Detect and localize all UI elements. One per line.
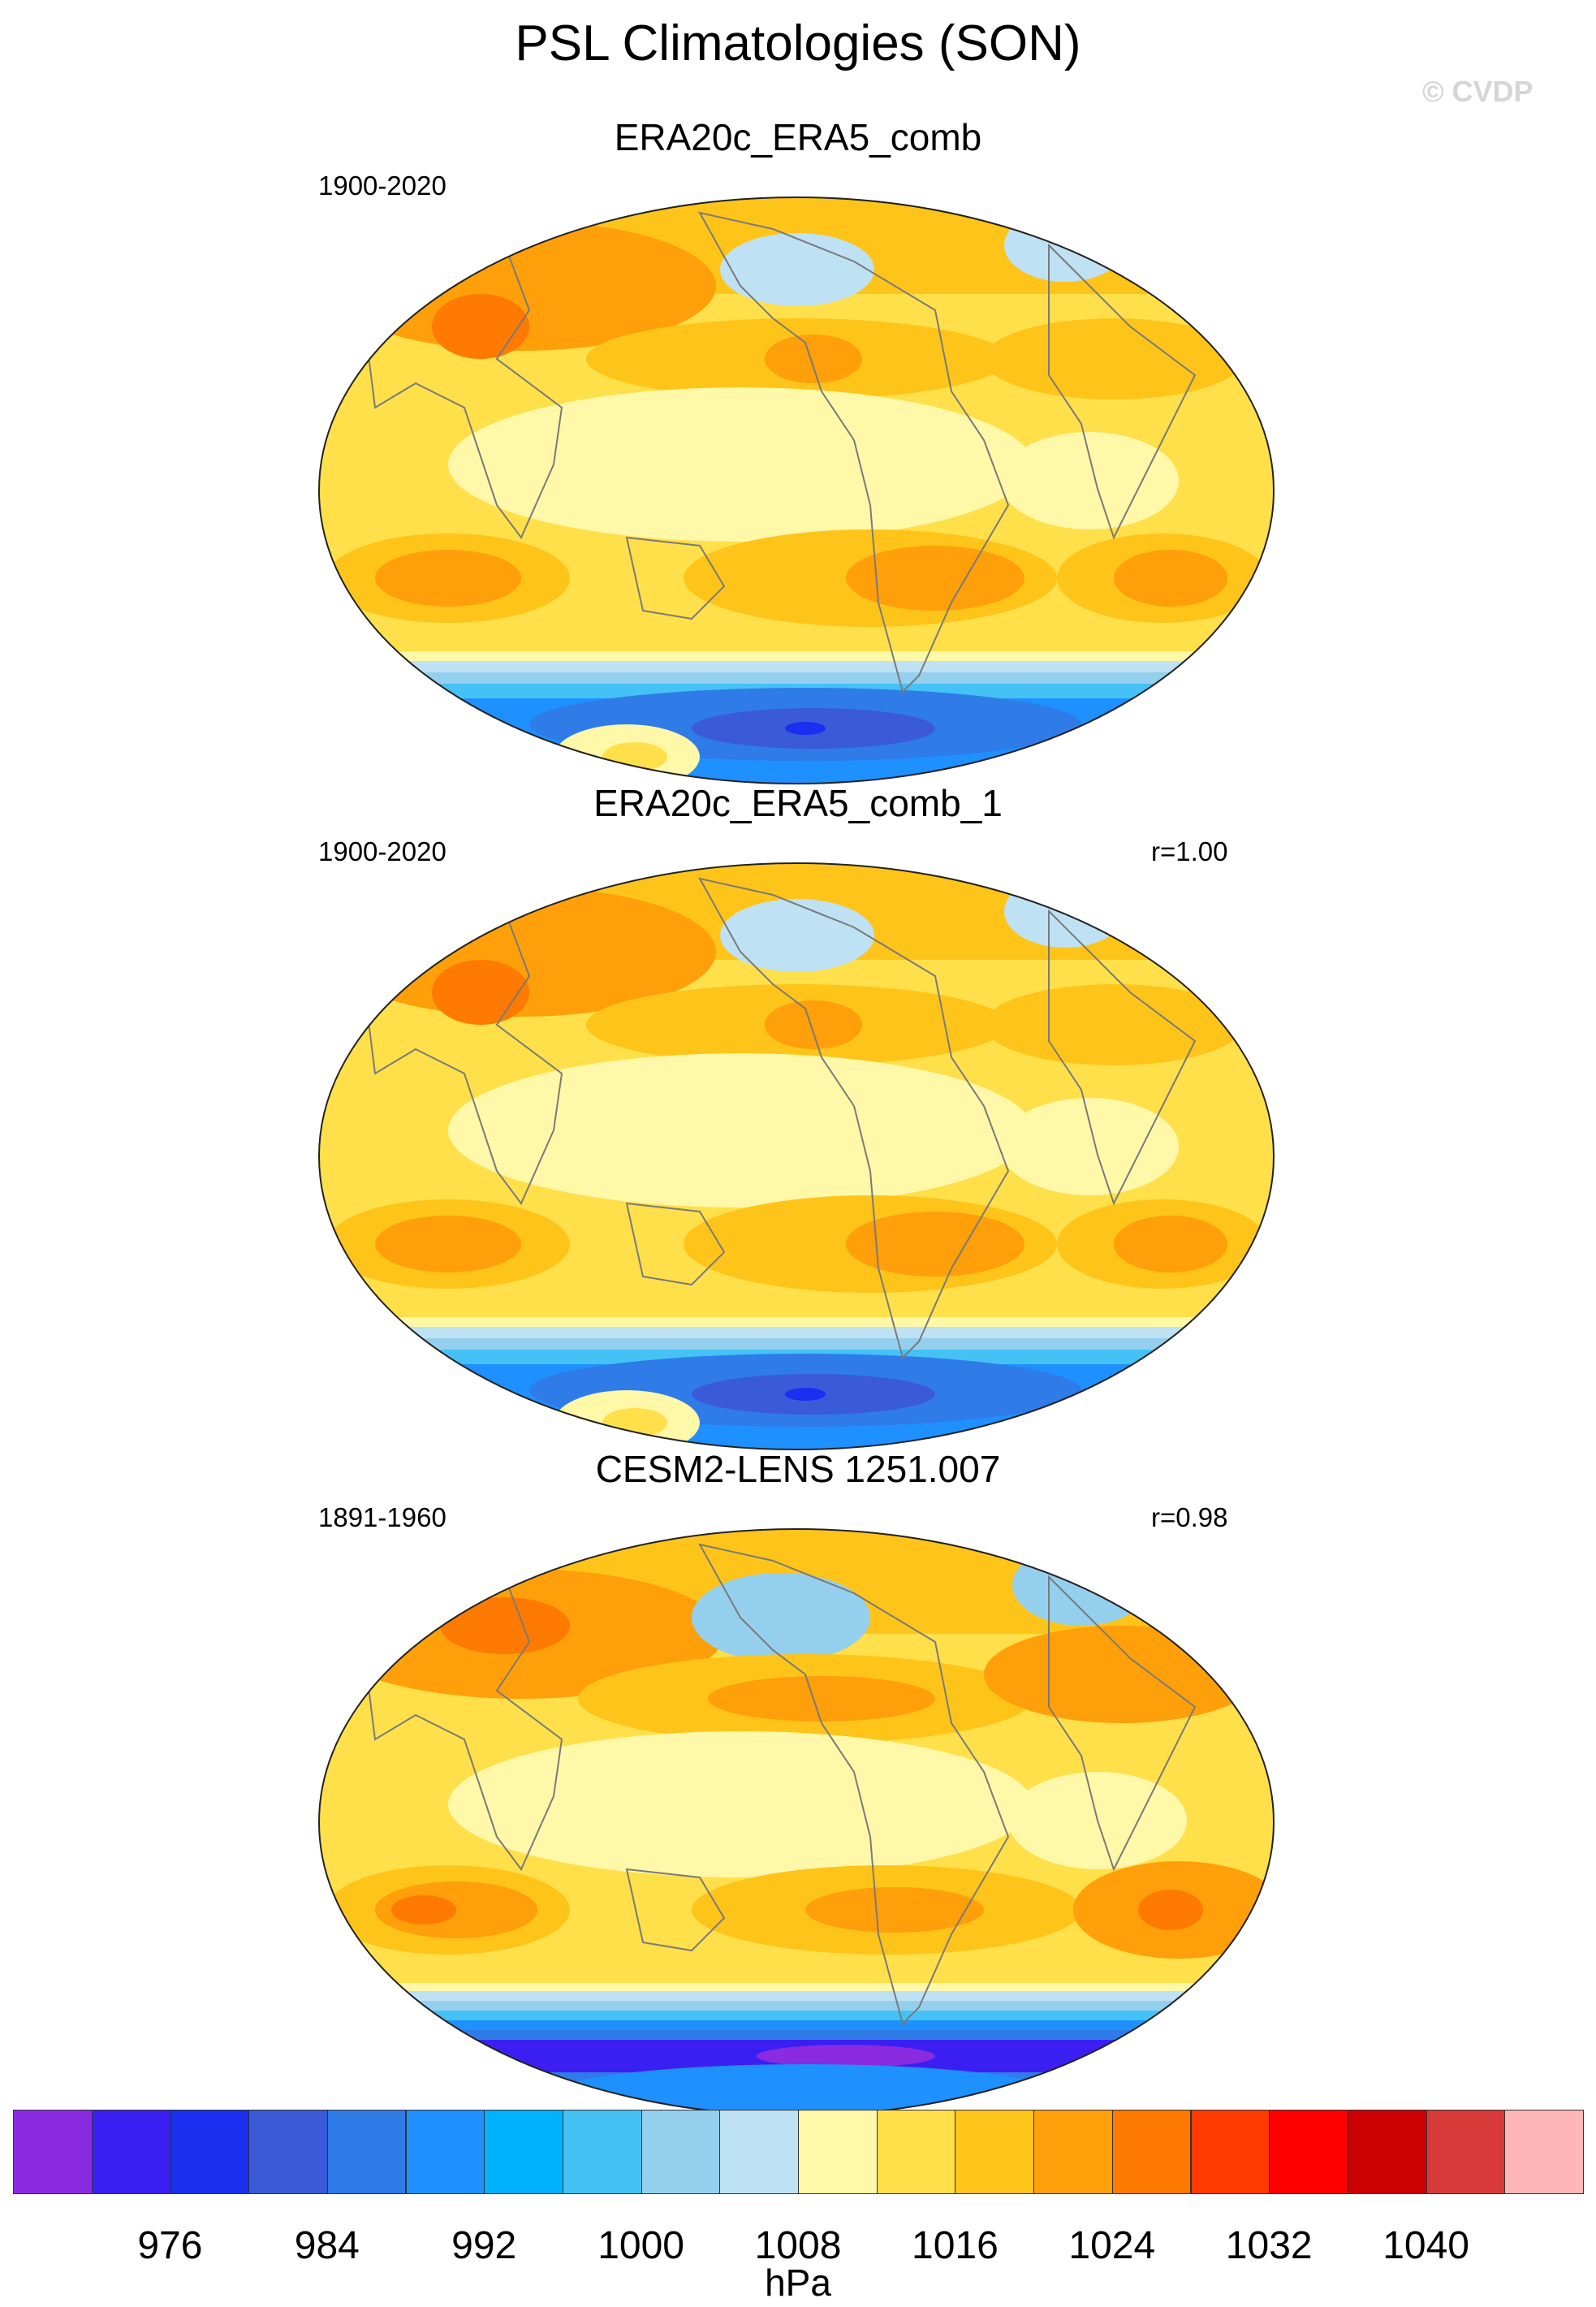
colorbar-tick-label: 976: [137, 2224, 203, 2267]
figure-title: PSL Climatologies (SON): [515, 15, 1081, 71]
colorbar-swatch: [484, 2110, 563, 2194]
colorbar-tick-label: 1000: [597, 2224, 684, 2267]
cvdp-watermark: © CVDP: [1422, 75, 1533, 108]
psl-world-map: [318, 862, 1275, 1450]
colorbar-swatch: [641, 2110, 721, 2194]
colorbar-swatch: [1033, 2110, 1113, 2194]
colorbar-tick-label: 984: [294, 2224, 360, 2267]
psl-world-map: [318, 1528, 1275, 2116]
colorbar-swatch: [170, 2110, 250, 2194]
colorbar-tick-label: 992: [451, 2224, 517, 2267]
colorbar-swatch: [798, 2110, 878, 2194]
colorbar-swatch: [1504, 2110, 1584, 2194]
panel-period: 1891-1960: [318, 1502, 446, 1532]
colorbar-tick-label: 1016: [912, 2224, 999, 2267]
colorbar-unit: hPa: [765, 2262, 831, 2304]
panel-period: 1900-2020: [318, 171, 446, 201]
colorbar: [13, 2110, 1584, 2194]
panel-correlation: r=0.98: [1151, 1502, 1228, 1532]
colorbar-swatch: [1347, 2110, 1427, 2194]
colorbar-tick-label: 1008: [754, 2224, 842, 2267]
panel-title: ERA20c_ERA5_comb: [614, 116, 982, 158]
colorbar-swatch: [719, 2110, 799, 2194]
colorbar-tick-label: 1040: [1382, 2224, 1469, 2267]
colorbar-swatch: [13, 2110, 93, 2194]
colorbar-swatch: [91, 2110, 171, 2194]
panel-title: ERA20c_ERA5_comb_1: [593, 782, 1003, 824]
colorbar-swatch: [1269, 2110, 1348, 2194]
colorbar-swatch: [876, 2110, 956, 2194]
colorbar-swatch: [955, 2110, 1035, 2194]
colorbar-tick-label: 1032: [1225, 2224, 1313, 2267]
colorbar-swatch: [1111, 2110, 1192, 2194]
colorbar-swatch: [405, 2110, 485, 2194]
colorbar-swatch: [1426, 2110, 1506, 2194]
panel-period: 1900-2020: [318, 836, 446, 866]
colorbar-swatch: [1190, 2110, 1270, 2194]
colorbar-swatch: [562, 2110, 642, 2194]
psl-world-map: [318, 197, 1275, 784]
colorbar-tick-label: 1024: [1068, 2224, 1156, 2267]
colorbar-swatch: [248, 2110, 328, 2194]
panel-title: CESM2-LENS 1251.007: [595, 1448, 1001, 1490]
colorbar-swatch: [326, 2110, 407, 2194]
panel-correlation: r=1.00: [1151, 836, 1228, 866]
